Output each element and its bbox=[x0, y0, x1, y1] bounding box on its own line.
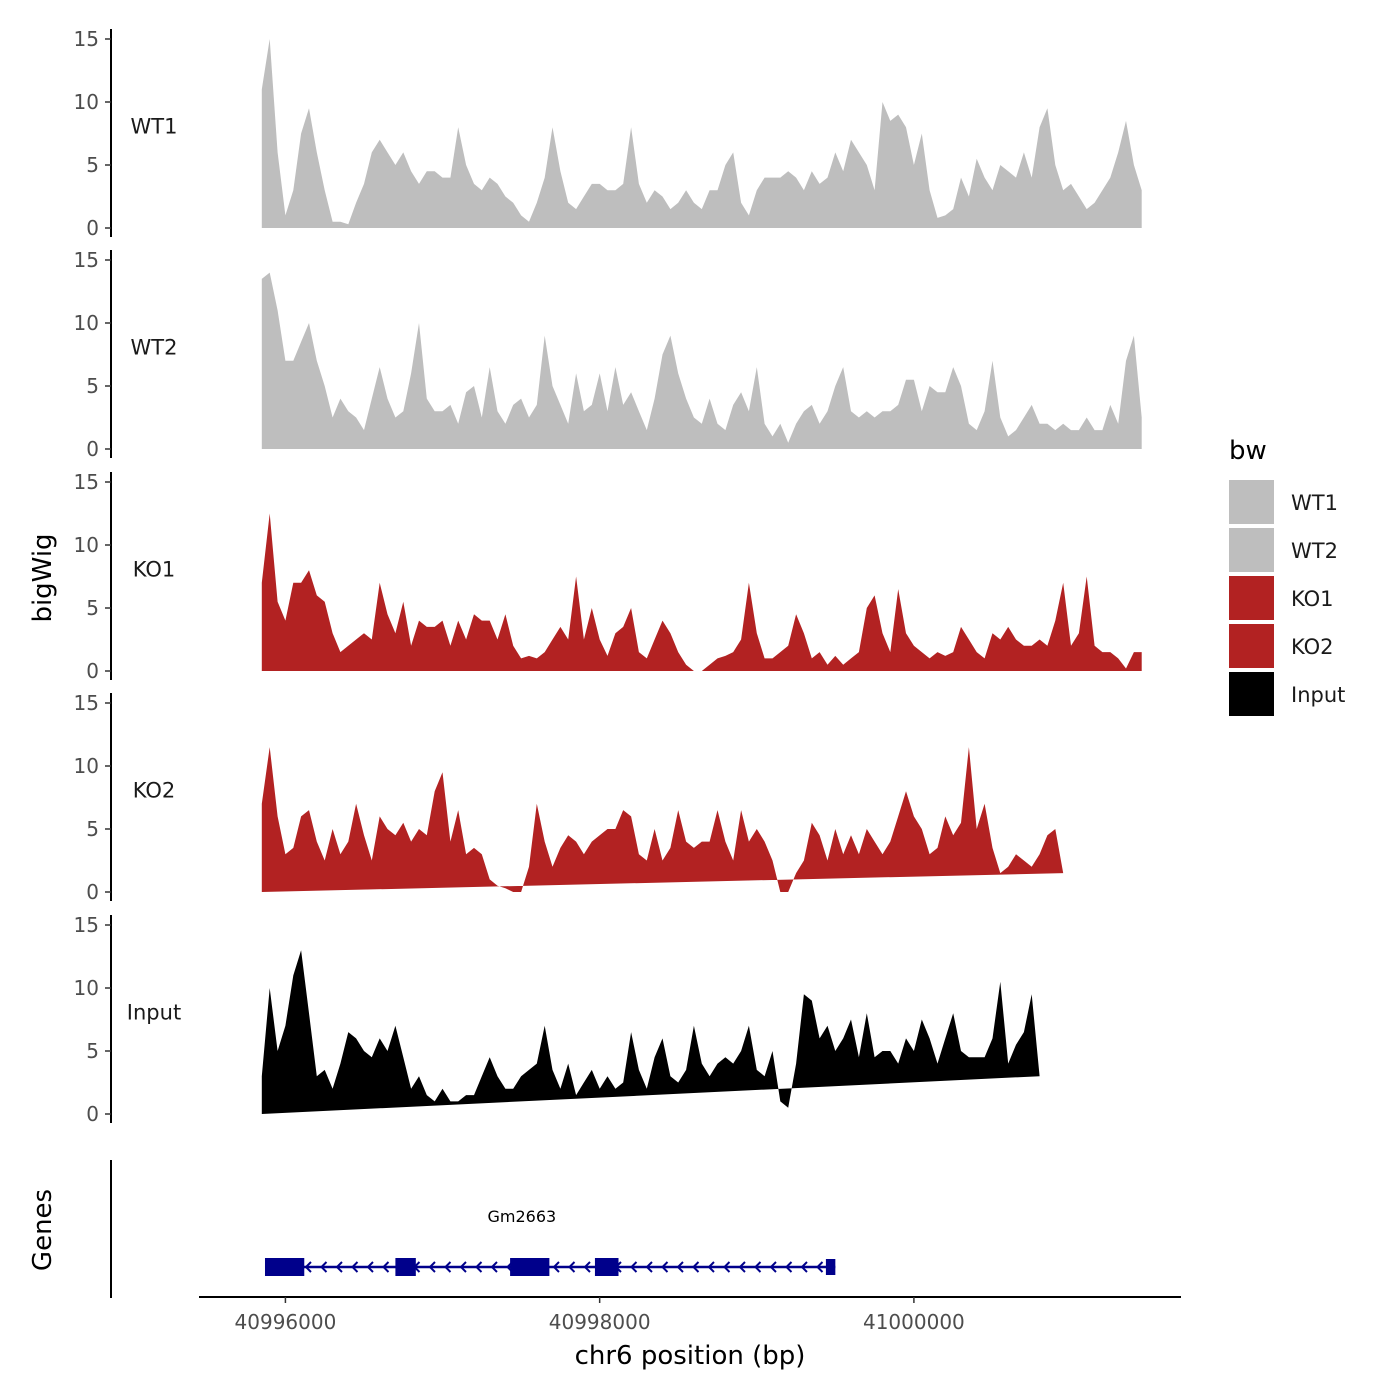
x-axis: 40996000 40998000 41000000 bbox=[199, 1297, 1181, 1334]
gene-exon bbox=[510, 1258, 549, 1276]
y-tick-label: 0 bbox=[86, 216, 99, 240]
legend-label-ko1: KO1 bbox=[1291, 587, 1334, 611]
legend-key-wt2 bbox=[1229, 528, 1274, 572]
track-input: 0 5 10 15 Input bbox=[74, 913, 1040, 1126]
y-axis-title: bigWig bbox=[28, 533, 58, 622]
x-tick-label: 40996000 bbox=[235, 1310, 337, 1334]
y-tick-label: 15 bbox=[74, 691, 99, 715]
coverage-area-input bbox=[262, 950, 1040, 1114]
y-tick-label: 10 bbox=[74, 533, 99, 557]
track-label-wt2: WT2 bbox=[131, 336, 178, 360]
legend-title: bw bbox=[1229, 436, 1267, 466]
y-tick-label: 10 bbox=[74, 976, 99, 1000]
x-axis-title: chr6 position (bp) bbox=[575, 1341, 806, 1371]
genes-panel: Gm2663 bbox=[111, 1160, 835, 1298]
track-label-wt1: WT1 bbox=[131, 115, 178, 139]
legend-label-input: Input bbox=[1291, 683, 1345, 707]
gene-exon bbox=[595, 1258, 619, 1276]
gene-label: Gm2663 bbox=[488, 1207, 557, 1226]
tracks-layer: 0 5 10 15 WT1 0 5 10 15 WT2 0 5 10 15 KO1 0 5 10 15 KO2 0 5 10… bbox=[74, 27, 1142, 1126]
track-label-ko2: KO2 bbox=[133, 779, 176, 803]
y-tick-label: 5 bbox=[86, 817, 99, 841]
track-label-ko1: KO1 bbox=[133, 558, 176, 582]
genome-track-chart: 0 5 10 15 WT1 0 5 10 15 WT2 0 5 10 15 KO1 0 5 10 15 KO2 0 5 10… bbox=[0, 0, 1400, 1400]
y-tick-label: 5 bbox=[86, 153, 99, 177]
coverage-area-wt2 bbox=[262, 273, 1142, 449]
gene-model bbox=[265, 1258, 835, 1276]
track-ko1: 0 5 10 15 KO1 bbox=[74, 470, 1142, 683]
track-ko2: 0 5 10 15 KO2 bbox=[74, 691, 1064, 904]
y-tick-label: 15 bbox=[74, 913, 99, 937]
legend-label-wt1: WT1 bbox=[1291, 491, 1338, 515]
gene-exon bbox=[826, 1259, 835, 1275]
coverage-area-ko1 bbox=[262, 514, 1142, 672]
y-tick-label: 0 bbox=[86, 880, 99, 904]
y-tick-label: 5 bbox=[86, 1039, 99, 1063]
coverage-area-ko2 bbox=[262, 747, 1063, 892]
legend: bw WT1 WT2 KO1 KO2 Input bbox=[1229, 436, 1345, 716]
gene-exon bbox=[265, 1258, 304, 1276]
y-tick-label: 10 bbox=[74, 754, 99, 778]
y-tick-label: 15 bbox=[74, 248, 99, 272]
y-tick-label: 0 bbox=[86, 437, 99, 461]
legend-key-ko2 bbox=[1229, 624, 1274, 668]
legend-key-ko1 bbox=[1229, 576, 1274, 620]
legend-key-wt1 bbox=[1229, 480, 1274, 524]
x-tick-label: 40998000 bbox=[549, 1310, 651, 1334]
y-tick-label: 15 bbox=[74, 470, 99, 494]
y-tick-label: 15 bbox=[74, 27, 99, 51]
legend-label-wt2: WT2 bbox=[1291, 539, 1338, 563]
y-tick-label: 10 bbox=[74, 90, 99, 114]
y-tick-label: 0 bbox=[86, 1102, 99, 1126]
y-tick-label: 10 bbox=[74, 311, 99, 335]
y-tick-label: 5 bbox=[86, 596, 99, 620]
legend-label-ko2: KO2 bbox=[1291, 635, 1334, 659]
coverage-area-wt1 bbox=[262, 39, 1142, 228]
track-wt1: 0 5 10 15 WT1 bbox=[74, 27, 1142, 240]
genes-axis-title: Genes bbox=[28, 1189, 58, 1271]
track-wt2: 0 5 10 15 WT2 bbox=[74, 248, 1142, 461]
y-tick-label: 0 bbox=[86, 659, 99, 683]
gene-exon bbox=[395, 1258, 415, 1276]
y-tick-label: 5 bbox=[86, 374, 99, 398]
x-tick-label: 41000000 bbox=[863, 1310, 965, 1334]
legend-key-input bbox=[1229, 672, 1274, 716]
track-label-input: Input bbox=[127, 1001, 181, 1025]
